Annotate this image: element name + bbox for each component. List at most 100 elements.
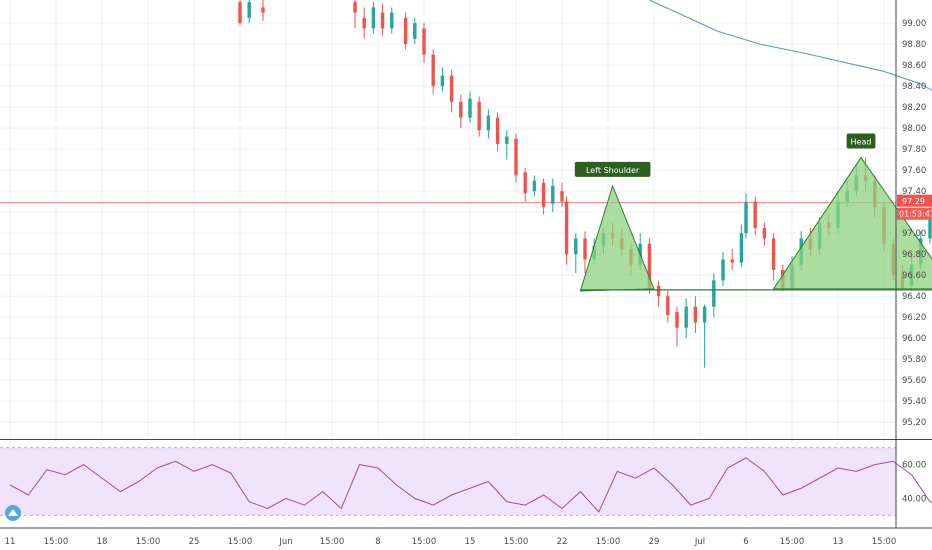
x-tick-label: 18 — [97, 537, 108, 547]
candle-body — [574, 238, 578, 255]
candle-body — [721, 259, 725, 281]
candle-body — [449, 75, 454, 102]
x-tick-label: 15:00 — [412, 537, 437, 547]
pattern-label: Head — [851, 138, 872, 147]
pattern-label: Left Shoulder — [586, 166, 640, 175]
candle-body — [468, 98, 472, 118]
candle-body — [353, 2, 357, 13]
price-badge-label: 97.29 — [902, 197, 925, 206]
x-tick-label: 29 — [649, 537, 660, 547]
candle-body — [583, 238, 587, 260]
candle-body — [744, 201, 748, 234]
candle-body — [459, 101, 463, 118]
y-tick-label: 99.00 — [902, 19, 926, 29]
rsi-tick-label: 40.00 — [902, 494, 926, 504]
x-tick-label: 15:00 — [228, 537, 253, 547]
rsi-band — [0, 447, 896, 516]
x-tick-label: 15:00 — [596, 537, 621, 547]
candle-body — [647, 243, 652, 288]
rsi-line — [9, 457, 932, 513]
y-tick-label: 95.40 — [902, 397, 926, 407]
candle-body — [495, 117, 500, 144]
candle-body — [532, 180, 537, 192]
candle-body — [656, 285, 661, 297]
candle-body — [514, 138, 518, 176]
y-tick-label: 95.60 — [902, 376, 926, 386]
pattern-label-bg — [846, 133, 876, 149]
candle-body — [362, 17, 366, 29]
y-tick-label: 98.40 — [902, 82, 926, 92]
candle-body — [505, 136, 509, 144]
candle-body — [380, 12, 385, 29]
y-tick-label: 96.60 — [902, 271, 926, 281]
rsi-tick-label: 60.00 — [902, 461, 926, 471]
candle-body — [541, 182, 546, 207]
x-tick-label: 15:00 — [504, 537, 529, 547]
y-tick-label: 96.80 — [902, 250, 926, 260]
x-tick-label: Jun — [278, 537, 292, 547]
y-tick-label: 98.20 — [902, 103, 926, 113]
x-tick-label: 13 — [833, 537, 844, 547]
candle-body — [693, 306, 698, 323]
candle-body — [675, 311, 679, 328]
candle-body — [413, 23, 417, 39]
x-tick-label: 22 — [557, 537, 568, 547]
y-tick-label: 97.40 — [902, 187, 926, 197]
x-tick-label: 15:00 — [780, 537, 805, 547]
x-tick-label: 6 — [743, 537, 748, 547]
rsi-panel — [0, 447, 932, 516]
y-tick-label: 97.80 — [902, 145, 926, 155]
x-tick-label: 25 — [189, 537, 200, 547]
candle-body — [477, 101, 481, 131]
logo-glyph — [8, 509, 18, 516]
x-tick-label: 15:00 — [872, 537, 897, 547]
candle-body — [730, 259, 734, 263]
candle-body — [666, 296, 670, 316]
grid — [0, 0, 896, 522]
price-badge — [897, 194, 932, 207]
x-tick-label: 8 — [375, 537, 380, 547]
y-tick-label: 96.00 — [902, 334, 926, 344]
candle-body — [771, 238, 776, 270]
candle-body — [551, 185, 555, 204]
y-tick-label: 95.20 — [902, 418, 926, 428]
pattern-label-bg — [574, 161, 651, 177]
x-tick-label: Jul — [694, 537, 705, 547]
candle-body — [753, 201, 757, 228]
candle-body — [371, 7, 376, 29]
y-tick-label: 96.40 — [902, 292, 926, 302]
candle-body — [247, 2, 251, 18]
y-tick-label: 98.00 — [902, 124, 926, 134]
candle-body — [523, 172, 527, 194]
x-tick-label: 11 — [5, 537, 16, 547]
candle-body — [739, 233, 744, 263]
pattern-triangle — [772, 156, 932, 290]
x-tick-label: 15:00 — [320, 537, 345, 547]
candle-body — [238, 2, 242, 24]
candle-body — [431, 54, 435, 87]
y-tick-label: 95.80 — [902, 355, 926, 365]
candle-body — [684, 306, 688, 328]
candle-body — [422, 28, 426, 55]
candle-body — [702, 306, 707, 323]
y-tick-label: 98.80 — [902, 40, 926, 50]
x-tick-label: 15:00 — [136, 537, 161, 547]
y-tick-label: 98.60 — [902, 61, 926, 71]
y-tick-label: 97.60 — [902, 166, 926, 176]
pattern-triangle — [579, 184, 655, 292]
candle-body — [564, 201, 569, 255]
y-tick-label: 96.20 — [902, 313, 926, 323]
candle-body — [560, 191, 564, 202]
candle-body — [928, 212, 932, 239]
candles — [238, 0, 932, 368]
sma-series — [649, 0, 932, 91]
candle-body — [261, 7, 265, 13]
candle-body — [403, 17, 408, 45]
candle-body — [390, 12, 394, 29]
y-tick-label: 97.00 — [902, 229, 926, 239]
x-tick-label: 15:00 — [44, 537, 69, 547]
candle-body — [762, 227, 767, 239]
countdown-label: 01:53:47 — [899, 210, 932, 219]
